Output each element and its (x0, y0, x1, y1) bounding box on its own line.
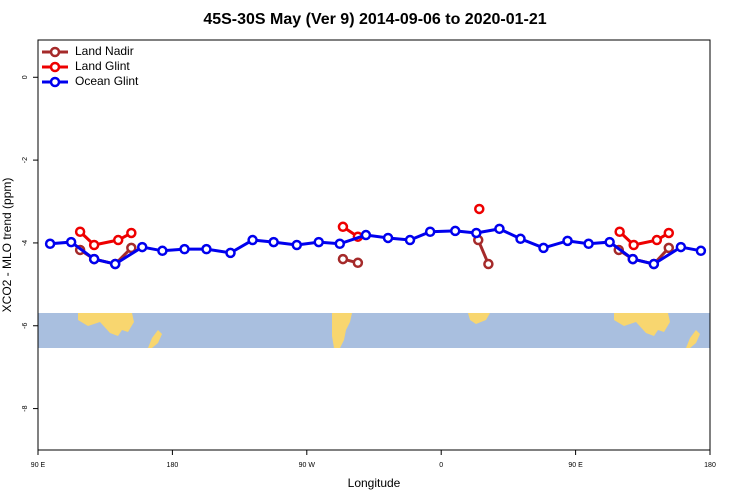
point (604, 236, 615, 248)
point (126, 242, 137, 254)
legend-marker (49, 61, 61, 73)
point (515, 233, 526, 245)
point (157, 245, 168, 257)
map-strip (38, 313, 710, 348)
point (313, 236, 324, 248)
x-tick-label: 90 E (31, 462, 46, 469)
point (88, 239, 100, 251)
point (628, 239, 639, 251)
y-tick-label: -6 (22, 323, 29, 329)
legend-marker (49, 76, 61, 88)
point (627, 253, 639, 265)
point (109, 258, 121, 270)
point (337, 253, 349, 265)
point (651, 234, 663, 246)
x-tick-label: 180 (167, 462, 179, 469)
point (538, 242, 549, 254)
point (648, 258, 660, 270)
point (268, 236, 279, 248)
point (663, 242, 675, 254)
y-tick-label: -2 (22, 157, 29, 163)
point (126, 227, 137, 239)
point (474, 203, 485, 215)
point (449, 225, 461, 237)
chart-title: 45S-30S May (Ver 9) 2014-09-06 to 2020-0… (203, 11, 546, 28)
point (614, 226, 625, 237)
point (334, 238, 346, 250)
point (494, 223, 505, 235)
point (562, 235, 573, 247)
point (74, 226, 86, 237)
point (675, 241, 687, 253)
point (583, 238, 594, 250)
point (337, 221, 349, 233)
point (424, 226, 436, 237)
x-tick-label: 90 W (299, 462, 316, 469)
legend-label: Ocean Glint (75, 74, 139, 88)
point (291, 239, 303, 251)
point (112, 234, 124, 246)
y-tick-label: -4 (22, 240, 29, 246)
point (225, 247, 236, 259)
series-line (49, 227, 702, 266)
point (352, 257, 364, 269)
legend-label: Land Glint (75, 59, 130, 73)
point (663, 227, 675, 239)
point (88, 253, 100, 265)
y-axis-label: XCO2 - MLO trend (ppm) (0, 178, 14, 313)
point (44, 238, 56, 250)
plot-frame (37, 39, 711, 451)
legend-marker (49, 46, 61, 58)
point (65, 236, 77, 248)
point (471, 227, 482, 239)
y-tick-label: 0 (22, 75, 29, 79)
point (404, 234, 416, 246)
x-tick-label: 90 E (568, 462, 583, 469)
point (201, 243, 212, 255)
point (483, 258, 494, 270)
legend-label: Land Nadir (75, 44, 134, 58)
point (179, 243, 190, 255)
x-tick-label: 0 (439, 462, 443, 469)
x-tick-label: 180 (704, 462, 716, 469)
y-tick-label: -8 (22, 405, 29, 411)
point (382, 232, 394, 244)
point (136, 241, 148, 253)
point (247, 234, 258, 246)
point (360, 229, 372, 241)
x-axis-label: Longitude (348, 476, 401, 490)
point (695, 245, 707, 257)
